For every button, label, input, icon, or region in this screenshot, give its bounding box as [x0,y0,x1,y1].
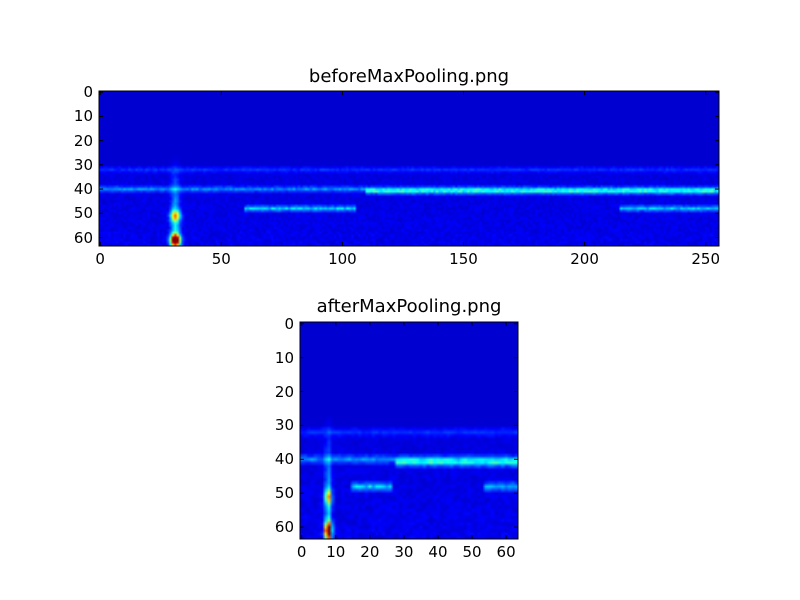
x-tick-label: 100 [328,250,357,268]
heatmap-after-axes [299,321,519,540]
x-tick-label: 60 [496,543,516,561]
y-tick-label: 20 [73,131,93,150]
x-tick-label: 250 [691,250,720,268]
x-tick-label: 150 [449,250,478,268]
heatmap-before-axes [98,90,720,247]
x-tick-label: 20 [360,543,380,561]
axes-frame [98,90,720,247]
y-tick-label: 0 [284,314,294,333]
y-tick-label: 10 [274,348,294,367]
x-tick-label: 30 [394,543,414,561]
x-tick-label: 0 [95,250,105,268]
y-tick-label: 10 [73,107,93,126]
y-tick-label: 60 [274,518,294,537]
y-tick-label: 0 [83,83,93,102]
y-tick-label: 20 [274,382,294,401]
x-tick-label: 0 [296,543,307,561]
x-tick-label: 50 [211,250,231,268]
heatmap-after-image [300,322,518,539]
x-tick-label: 200 [570,250,599,268]
y-tick-label: 60 [73,228,93,247]
y-tick-label: 50 [73,204,93,223]
y-tick-label: 40 [73,180,93,199]
y-tick-label: 40 [274,450,294,469]
y-tick-label: 30 [274,416,294,435]
y-tick-label: 30 [73,155,93,174]
axes-frame [299,321,519,540]
heatmap-before-image [99,91,719,246]
x-tick-label: 50 [462,543,482,561]
chart-title-after: afterMaxPooling.png [316,296,502,317]
axes-spine [98,90,720,247]
axes-spine [299,321,519,540]
x-tick-label: 40 [428,543,448,561]
y-tick-label: 50 [274,484,294,503]
chart-title-before: beforeMaxPooling.png [308,66,510,87]
x-tick-label: 10 [326,543,346,561]
